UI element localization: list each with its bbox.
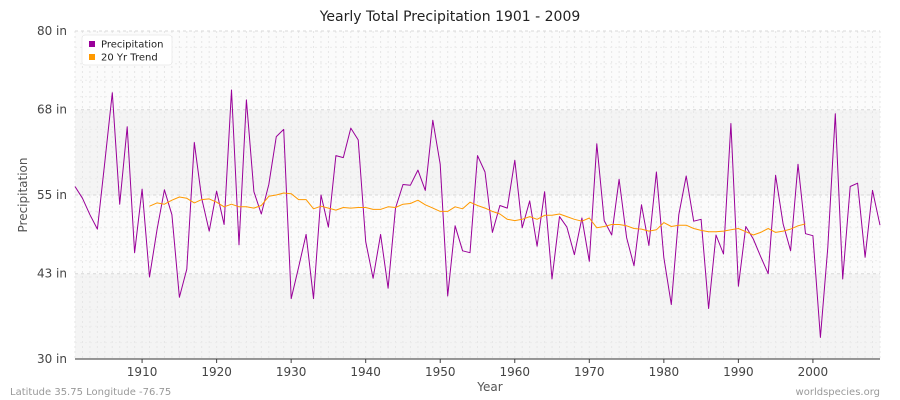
y-tick-label: 80 in xyxy=(37,24,67,38)
legend-swatch xyxy=(89,54,95,60)
y-tick-label: 43 in xyxy=(37,267,67,281)
x-tick-label: 1920 xyxy=(201,365,232,379)
x-tick-label: 1930 xyxy=(276,365,307,379)
x-tick-label: 1990 xyxy=(723,365,754,379)
y-axis-ticks: 30 in 43 in 55 in 68 in 80 in xyxy=(37,24,67,366)
x-tick-label: 1970 xyxy=(574,365,605,379)
x-tick-label: 1910 xyxy=(127,365,158,379)
x-tick-label: 1980 xyxy=(649,365,680,379)
legend-box xyxy=(81,34,173,66)
x-tick-label: 1960 xyxy=(499,365,530,379)
chart-title: Yearly Total Precipitation 1901 - 2009 xyxy=(319,9,581,25)
x-axis-label: Year xyxy=(476,380,502,394)
precipitation-line xyxy=(74,89,881,338)
x-axis-ticks: 1910 1920 1930 1940 1950 1960 1970 1980 1990 2000 xyxy=(127,359,828,379)
series-lines xyxy=(74,89,881,338)
x-tick-label: 1940 xyxy=(350,365,381,379)
y-tick-label: 55 in xyxy=(37,188,67,202)
legend: Precipitation 20 Yr Trend xyxy=(81,34,173,66)
legend-swatch xyxy=(89,41,95,47)
legend-entry: 20 Yr Trend xyxy=(101,53,158,64)
y-axis-label: Precipitation xyxy=(16,157,30,232)
footer-location: Latitude 35.75 Longitude -76.75 xyxy=(10,387,171,398)
trend-line xyxy=(149,192,806,236)
x-tick-label: 2000 xyxy=(798,365,829,379)
y-tick-label: 30 in xyxy=(37,352,67,366)
y-tick-label: 68 in xyxy=(37,103,67,117)
x-tick-label: 1950 xyxy=(425,365,456,379)
legend-entry: Precipitation xyxy=(101,40,164,51)
footer-source: worldspecies.org xyxy=(796,387,880,398)
